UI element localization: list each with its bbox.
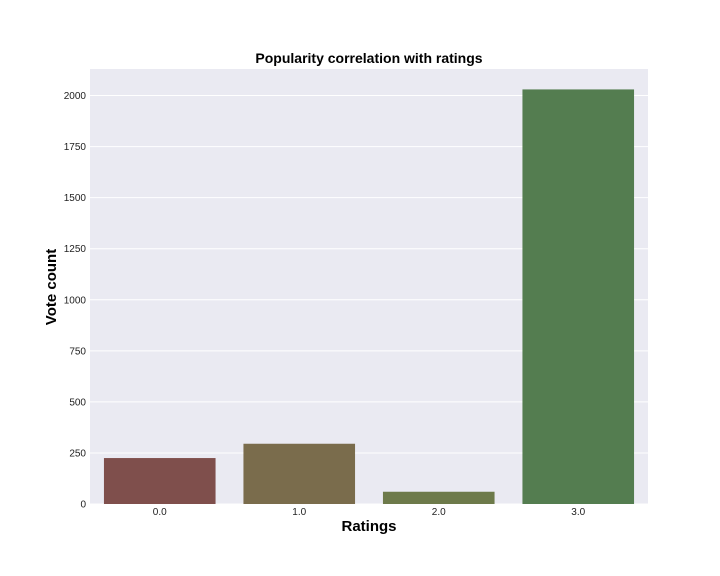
x-tick-label: 0.0 [153,507,167,518]
y-tick-label: 0 [80,500,86,511]
y-tick-label: 1750 [64,142,87,153]
x-tick-label: 1.0 [292,507,306,518]
x-tick-label: 2.0 [432,507,446,518]
y-tick-label: 1500 [64,193,87,204]
bar-2-0 [382,491,495,504]
chart-title: Popularity correlation with ratings [255,50,482,66]
bar-0-0 [103,458,216,504]
y-tick-label: 750 [69,346,86,357]
bar-1-0 [243,443,356,504]
y-tick-label: 1000 [64,295,87,306]
y-tick-label: 250 [69,448,86,459]
x-axis-label: Ratings [341,518,396,535]
y-axis-label: Vote count [43,249,60,325]
y-tick-label: 500 [69,397,86,408]
bars [103,89,635,504]
y-tick-labels: 0 250 500 750 1000 1250 1500 1750 2000 [64,91,87,510]
bar-3-0 [522,89,635,504]
x-tick-labels: 0.0 1.0 2.0 3.0 [153,507,586,518]
y-tick-label: 2000 [64,91,87,102]
x-tick-label: 3.0 [571,507,585,518]
y-tick-label: 1250 [64,244,87,255]
